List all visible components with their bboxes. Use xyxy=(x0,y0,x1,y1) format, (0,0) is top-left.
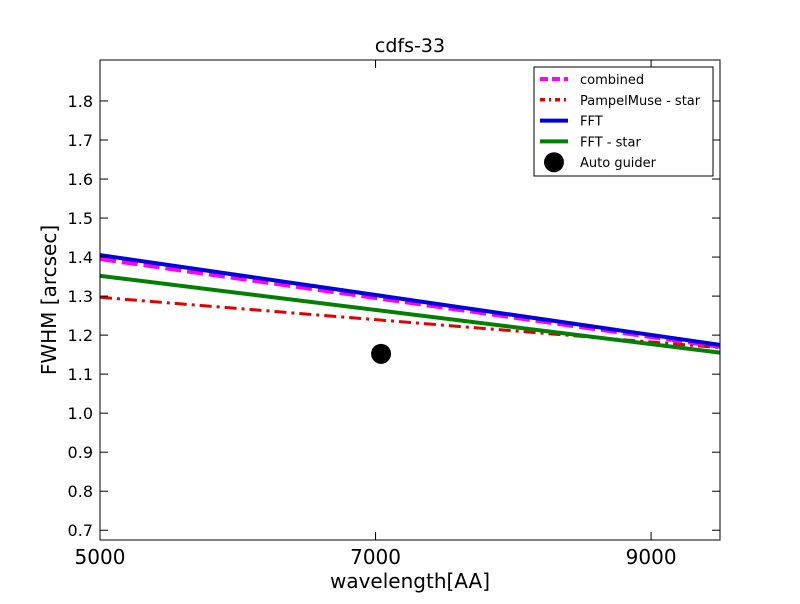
chart-title: cdfs-33 xyxy=(375,35,445,57)
series-line-fft-star xyxy=(100,273,720,355)
y-tick-label: 0.9 xyxy=(68,443,93,462)
y-tick-label: 1.8 xyxy=(68,92,93,111)
x-tick-label: 9000 xyxy=(626,545,677,569)
y-tick-label: 0.8 xyxy=(68,482,93,501)
y-tick-label: 1.2 xyxy=(68,326,93,345)
y-tick-label: 1.7 xyxy=(68,131,93,150)
series-line-fft xyxy=(100,253,720,347)
series-line-combined xyxy=(100,257,720,349)
x-tick-label: 7000 xyxy=(350,545,401,569)
x-tick-label: 5000 xyxy=(75,545,126,569)
y-tick-label: 1.6 xyxy=(68,170,93,189)
y-tick-label: 1.0 xyxy=(68,404,93,423)
legend-label: combined xyxy=(580,73,644,88)
legend-label: PampelMuse - star xyxy=(580,94,701,109)
y-tick-label: 1.4 xyxy=(68,248,93,267)
x-axis-label: wavelength[AA] xyxy=(330,569,490,593)
y-tick-label: 1.5 xyxy=(68,209,93,228)
y-tick-label: 0.7 xyxy=(68,521,93,540)
legend-label: Auto guider xyxy=(580,156,657,171)
y-tick-label: 1.3 xyxy=(68,287,93,306)
y-tick-label: 1.1 xyxy=(68,365,93,384)
auto-guider-point xyxy=(371,343,392,364)
legend-marker-auto-guider xyxy=(544,152,564,173)
legend-label: FFT - star xyxy=(580,135,641,150)
plot-area xyxy=(100,253,720,364)
plot-frame xyxy=(99,59,721,541)
legend-label: FFT xyxy=(580,115,603,130)
y-axis-label: FWHM [arcsec] xyxy=(37,225,61,375)
axis-ticks: 0.7 0.8 0.9 1.0 1.1 1.2 1.3 1.4 1.5 1.6 1.7 1.8 5000… xyxy=(68,60,720,569)
legend: combined PampelMuse - star FFT FFT - star Au… xyxy=(533,66,714,177)
